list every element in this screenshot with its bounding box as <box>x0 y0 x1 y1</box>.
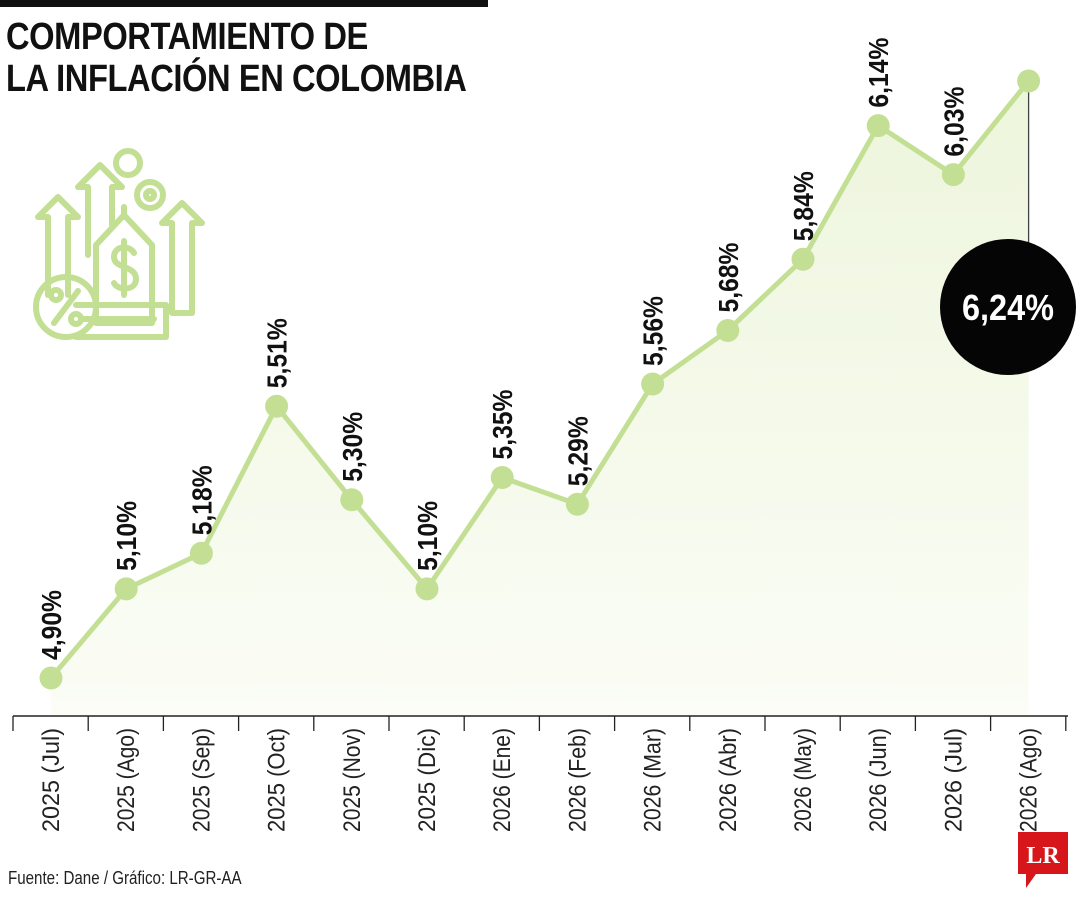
lr-logo: LR <box>1018 832 1068 888</box>
x-tick-label: 2026 (Abr) <box>715 728 742 832</box>
x-tick-label: 2025 (Sep) <box>188 728 215 832</box>
data-point <box>490 466 514 489</box>
title-line-1: COMPORTAMIENTO DE <box>6 16 368 58</box>
data-label: 5,29% <box>562 416 593 486</box>
title-rule <box>0 0 488 7</box>
data-label: 5,68% <box>713 242 744 312</box>
data-label: 5,35% <box>487 389 518 459</box>
data-point <box>39 666 63 690</box>
x-tick-label: 2026 (Ene) <box>489 728 516 832</box>
series-line <box>48 78 1032 681</box>
data-point <box>565 492 589 516</box>
data-label: 6,03% <box>938 87 969 157</box>
data-label: 5,51% <box>262 318 293 388</box>
data-point <box>114 577 138 601</box>
area-fill <box>51 81 1029 716</box>
data-point <box>716 319 740 342</box>
x-tick-label: 2025 (Oct) <box>264 728 291 832</box>
data-point <box>415 577 439 601</box>
x-tick-label: 2025 (Ago) <box>113 728 140 832</box>
data-label: 6,14% <box>863 38 894 108</box>
data-label: 5,84% <box>788 171 819 241</box>
data-label: 5,10% <box>412 501 443 571</box>
highlight-bubble <box>940 239 1076 375</box>
data-point <box>866 114 890 138</box>
inflation-icon <box>33 148 205 340</box>
data-label: 4,90% <box>36 590 67 660</box>
x-tick-label: 2025 (Jul) <box>38 728 65 832</box>
x-tick-label: 2025 (Nov) <box>339 728 366 832</box>
x-tick-label: 2026 (Feb) <box>564 728 591 832</box>
data-point <box>791 247 815 271</box>
data-label: 5,10% <box>111 501 142 571</box>
chart-title: COMPORTAMIENTO DE LA INFLACIÓN EN COLOMB… <box>6 16 467 100</box>
data-label: 5,56% <box>638 296 669 366</box>
data-point <box>189 541 213 565</box>
title-line-2: LA INFLACIÓN EN COLOMBIA <box>6 58 467 100</box>
x-tick-label: 2026 (Jul) <box>940 728 967 832</box>
data-point <box>340 488 364 512</box>
data-point <box>265 394 289 418</box>
data-label: 5,30% <box>337 412 368 482</box>
data-point <box>1017 69 1041 93</box>
highlight-value: 6,24% <box>962 287 1054 328</box>
logo-text: LR <box>1026 843 1060 869</box>
x-tick-label: 2026 (Mar) <box>640 728 667 832</box>
source-note: Fuente: Dane / Gráfico: LR-GR-AA <box>8 868 242 888</box>
x-tick-label: 2026 (Ago) <box>1016 728 1043 832</box>
x-tick-label: 2026 (May) <box>790 728 817 832</box>
x-tick-label: 2026 (Jun) <box>865 728 892 832</box>
x-tick-label: 2025 (Dic) <box>414 728 441 832</box>
data-label: 5,18% <box>186 465 217 535</box>
data-point <box>641 372 665 396</box>
data-point <box>941 163 965 187</box>
